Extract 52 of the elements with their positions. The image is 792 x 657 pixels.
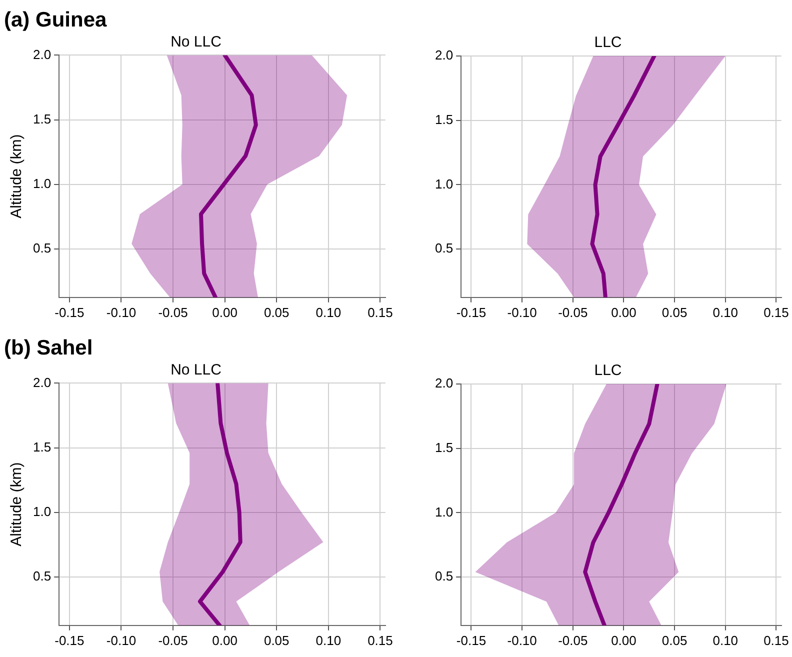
chart-subtitle: No LLC bbox=[170, 33, 222, 50]
x-tick-label: -0.05 bbox=[158, 304, 188, 320]
y-axis-title: Altitude (km) bbox=[8, 134, 26, 218]
chart-title: (a) Guinea bbox=[4, 8, 108, 32]
y-tick-label: 1.0 bbox=[32, 504, 52, 519]
y-tick-label: 2.0 bbox=[434, 376, 454, 391]
x-tick-label: -0.10 bbox=[106, 304, 136, 320]
y-tick-label: 0.5 bbox=[434, 240, 454, 256]
x-tick-label: 0.00 bbox=[212, 632, 238, 648]
x-tick-label: -0.10 bbox=[507, 632, 537, 648]
y-tick-label: 2.0 bbox=[32, 46, 52, 62]
y-tick-label: 2.0 bbox=[434, 48, 454, 63]
x-tick-label: 0.05 bbox=[264, 632, 290, 648]
x-tick-label: -0.10 bbox=[507, 304, 537, 320]
y-tick-label: 0.5 bbox=[434, 568, 454, 584]
y-tick-label: 1.0 bbox=[434, 176, 454, 192]
x-tick-label: -0.15 bbox=[54, 632, 84, 648]
x-tick-label: 0.10 bbox=[316, 632, 342, 648]
y-tick-label: 1.0 bbox=[32, 176, 52, 191]
y-tick-label: 1.5 bbox=[434, 440, 454, 455]
x-tick-label: 0.10 bbox=[712, 632, 738, 648]
x-tick-label: 0.10 bbox=[712, 304, 738, 320]
y-tick-label: 0.5 bbox=[32, 568, 52, 584]
x-tick-label: 0.05 bbox=[662, 304, 688, 320]
y-tick-label: 0.5 bbox=[32, 240, 52, 256]
x-tick-label: -0.15 bbox=[54, 304, 84, 320]
chart-subtitle: LLC bbox=[594, 362, 622, 380]
x-tick-label: -0.10 bbox=[106, 632, 136, 648]
x-tick-label: -0.15 bbox=[456, 632, 486, 648]
y-axis-title: Altitude (km) bbox=[8, 462, 26, 546]
y-tick-label: 1.5 bbox=[32, 111, 52, 126]
x-tick-label: -0.05 bbox=[158, 632, 188, 648]
x-tick-label: 0.10 bbox=[316, 304, 342, 320]
x-tick-label: 0.15 bbox=[368, 304, 393, 320]
chart-subtitle: No LLC bbox=[170, 361, 222, 378]
x-tick-label: -0.15 bbox=[456, 304, 486, 320]
x-tick-label: 0.00 bbox=[212, 304, 238, 320]
y-tick-label: 1.0 bbox=[434, 504, 454, 520]
chart-title: (b) Sahel bbox=[4, 336, 93, 360]
y-tick-label: 1.5 bbox=[32, 439, 52, 454]
x-tick-label: 0.15 bbox=[764, 632, 789, 648]
y-tick-label: 1.5 bbox=[434, 112, 454, 127]
x-tick-label: -0.05 bbox=[558, 304, 588, 320]
y-tick-label: 2.0 bbox=[32, 374, 52, 390]
chart-subtitle: LLC bbox=[594, 34, 622, 52]
x-tick-label: 0.00 bbox=[611, 304, 636, 320]
x-tick-label: 0.05 bbox=[662, 632, 688, 648]
x-tick-label: 0.15 bbox=[368, 632, 393, 648]
x-tick-label: 0.15 bbox=[764, 304, 789, 320]
x-tick-label: -0.05 bbox=[558, 632, 588, 648]
x-tick-label: 0.05 bbox=[264, 304, 290, 320]
x-tick-label: 0.00 bbox=[611, 632, 636, 648]
